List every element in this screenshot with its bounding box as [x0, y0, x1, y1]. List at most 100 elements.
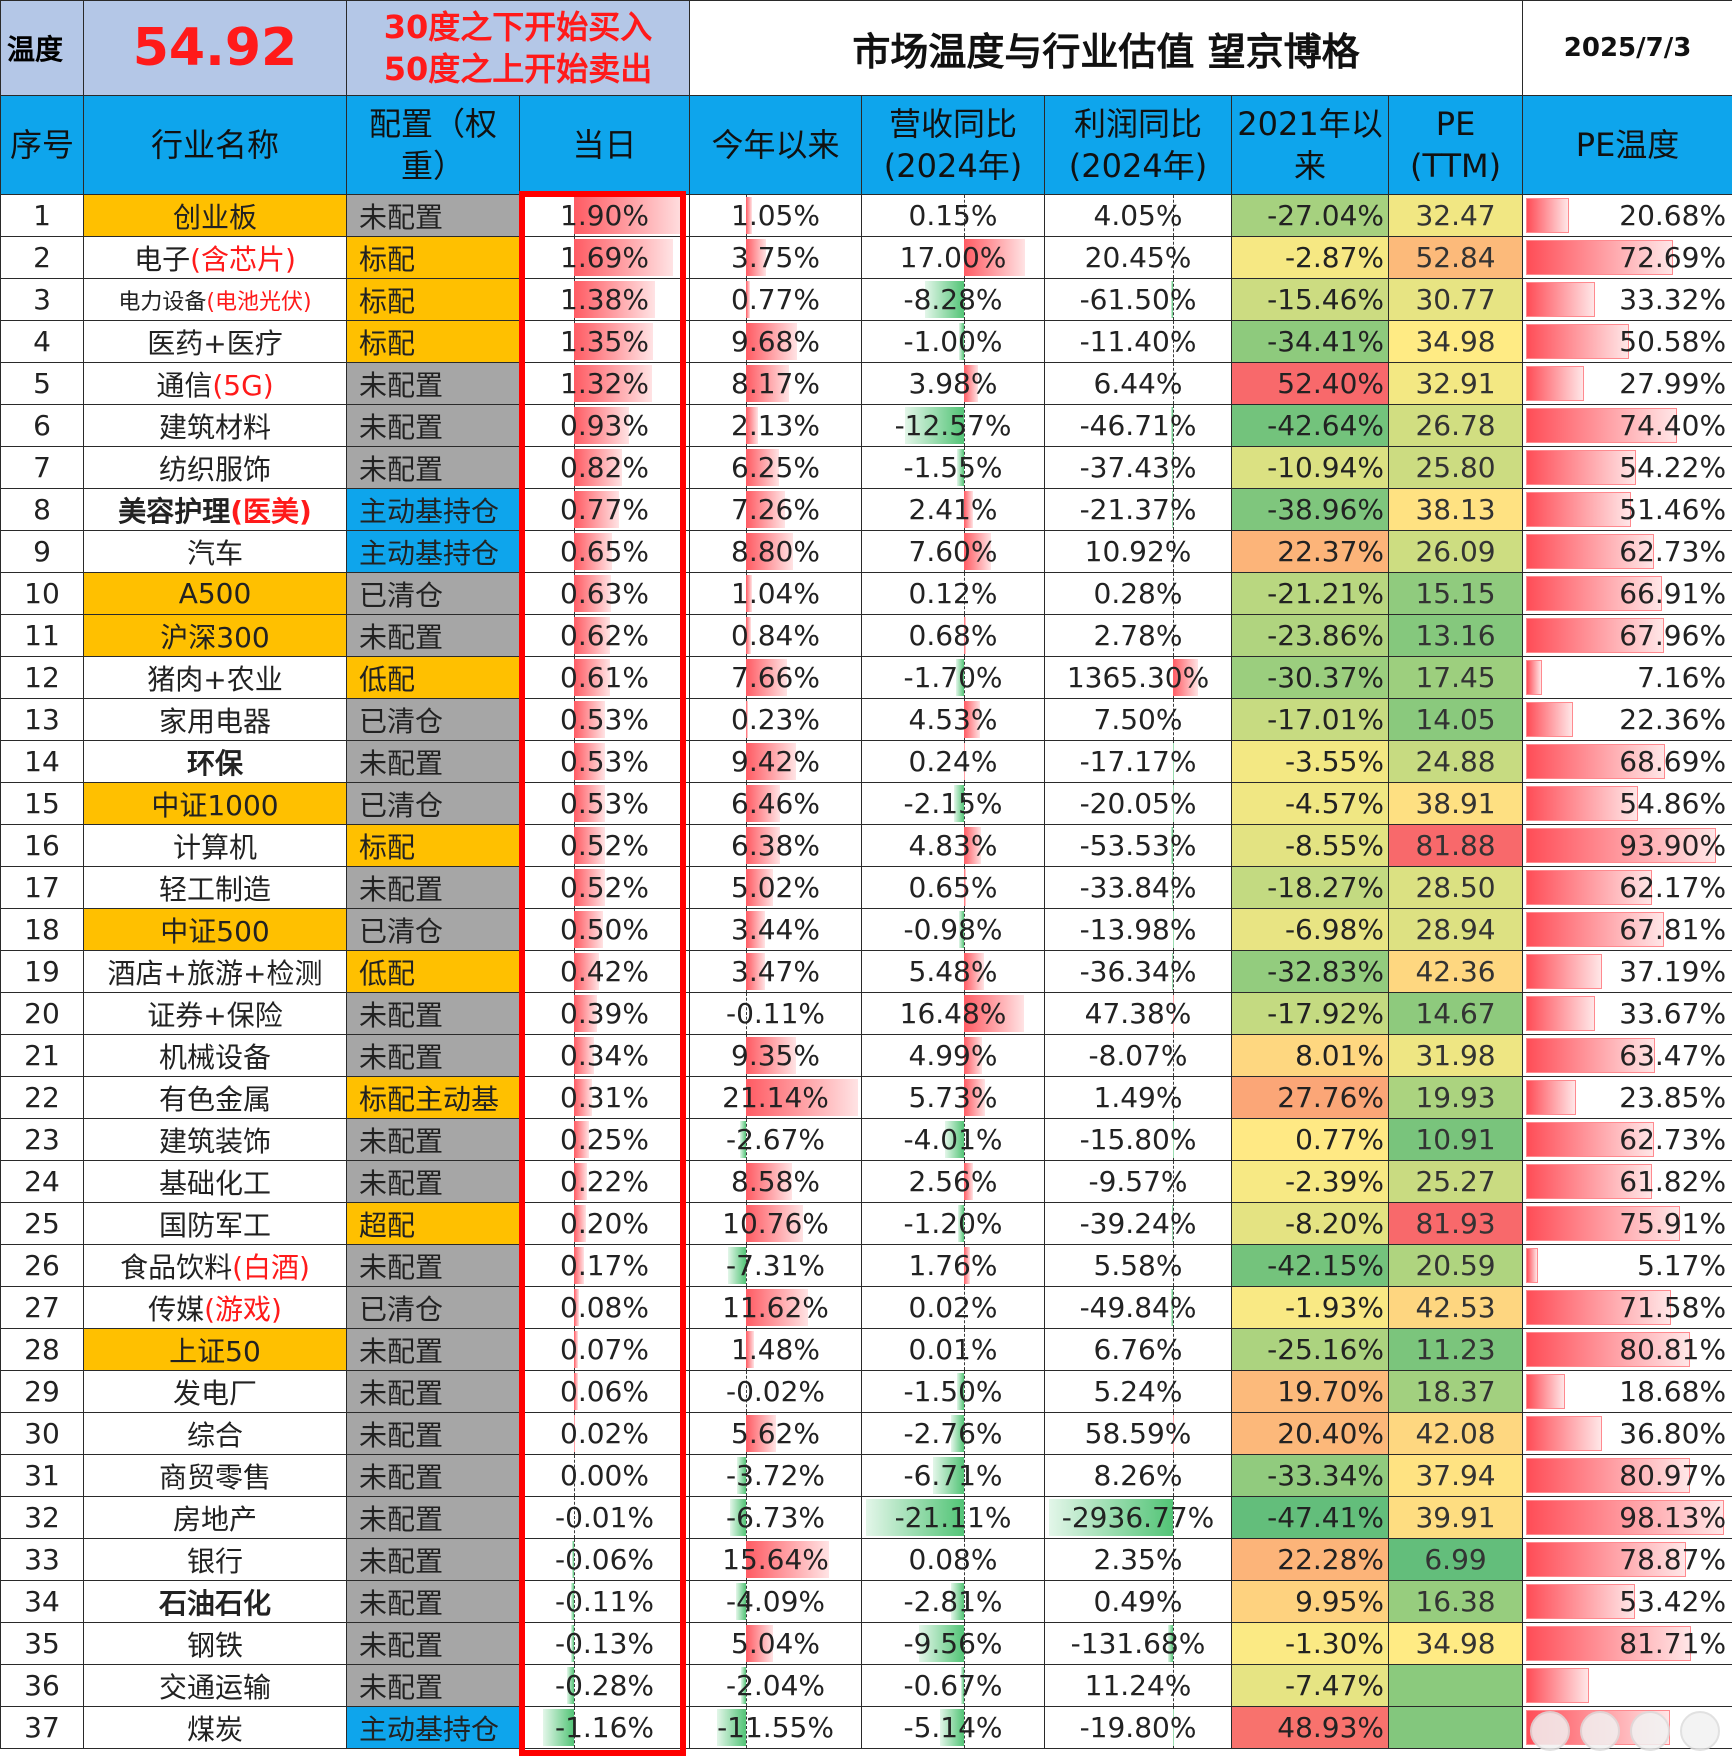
- ytd-change-text: 6.25%: [731, 451, 820, 484]
- ytd-change-text: 3.44%: [731, 913, 820, 946]
- today-change-text: 0.61%: [560, 661, 649, 694]
- profit-yoy: -8.07%: [1044, 1034, 1233, 1077]
- pe-ttm-text: 28.50: [1415, 871, 1496, 904]
- pe-temperature: 67.96%: [1522, 614, 1732, 657]
- pe-temperature-bar: [1526, 786, 1638, 821]
- negative-bar: [1167, 1625, 1174, 1662]
- industry-name: 建筑材料: [83, 404, 347, 447]
- pe-temperature: 61.82%: [1522, 1160, 1732, 1203]
- industry-subname: (电池光伏): [206, 289, 312, 315]
- pe-ttm: 39.91: [1388, 1496, 1524, 1539]
- bar-axis: [963, 1497, 965, 1538]
- table-row: 31 商贸零售 未配置 0.00% -3.72% -6.71% 8.26% -33.34% 37…: [0, 1454, 1732, 1497]
- row-number-text: 2: [33, 241, 51, 274]
- row-number-text: 33: [24, 1543, 60, 1576]
- profit-yoy: -49.84%: [1044, 1286, 1233, 1329]
- today-change-text: -0.28%: [554, 1669, 655, 1702]
- table-row: 2 电子(含芯片) 标配 1.69% 3.75% 17.00% 20.45% -2.87% 52…: [0, 236, 1732, 279]
- allocation-status-text: 未配置: [359, 1418, 444, 1452]
- pe-temperature-bar: [1526, 198, 1570, 233]
- positive-bar: [963, 1247, 971, 1284]
- industry-name-text: 中证500: [160, 914, 270, 948]
- revenue-yoy-text: 0.15%: [908, 199, 998, 232]
- ytd-change: -0.02%: [689, 1370, 863, 1413]
- allocation-status: 主动基持仓: [346, 1706, 520, 1749]
- pe-ttm-text: 26.78: [1415, 409, 1496, 442]
- pe-temperature-text: 67.96%: [1619, 619, 1727, 652]
- today-change-text: 0.02%: [560, 1417, 649, 1450]
- allocation-status: 未配置: [346, 446, 520, 489]
- allocation-status-text: 未配置: [359, 872, 444, 906]
- bar-axis: [1173, 1203, 1175, 1244]
- industry-name: A500: [83, 572, 347, 615]
- profit-yoy-text: -37.43%: [1079, 451, 1197, 484]
- bar-axis: [1173, 615, 1175, 656]
- pe-temperature: 54.22%: [1522, 446, 1732, 489]
- industry-subname: (含芯片): [190, 242, 296, 276]
- positive-bar: [574, 1205, 586, 1242]
- table-row: 21 机械设备 未配置 0.34% 9.35% 4.99% -8.07% 8.01% 31.98…: [0, 1034, 1732, 1077]
- allocation-status: 已清仓: [346, 908, 520, 951]
- pe-ttm-text: 15.15: [1415, 577, 1496, 610]
- bar-axis: [1173, 1581, 1175, 1622]
- since-2021-change: -8.55%: [1231, 824, 1390, 867]
- bar-axis: [1173, 531, 1175, 572]
- positive-bar: [746, 911, 765, 948]
- revenue-yoy: -21.11%: [861, 1496, 1046, 1539]
- positive-bar: [746, 701, 748, 738]
- pe-ttm-text: 17.45: [1415, 661, 1496, 694]
- pe-temperature-bar: [1526, 1500, 1725, 1535]
- industry-name: 食品饮料(白酒): [83, 1244, 347, 1287]
- pe-temperature: 98.13%: [1522, 1496, 1732, 1539]
- pe-temperature-text: 27.99%: [1619, 367, 1727, 400]
- pe-ttm-text: 39.91: [1415, 1501, 1496, 1534]
- revenue-yoy-text: 3.98%: [908, 367, 998, 400]
- allocation-status: 未配置: [346, 1538, 520, 1581]
- pe-temperature: 80.97%: [1522, 1454, 1732, 1497]
- row-number: 7: [0, 446, 84, 489]
- revenue-yoy: 5.73%: [861, 1076, 1046, 1119]
- bar-axis: [963, 1455, 965, 1496]
- row-number-text: 9: [33, 535, 51, 568]
- row-number: 25: [0, 1202, 84, 1245]
- profit-yoy-text: 10.92%: [1084, 535, 1192, 568]
- negative-bar: [717, 1709, 747, 1746]
- pe-temperature: 33.67%: [1522, 992, 1732, 1035]
- profit-yoy: 58.59%: [1044, 1412, 1233, 1455]
- profit-yoy: 8.26%: [1044, 1454, 1233, 1497]
- allocation-status-text: 标配: [359, 326, 416, 360]
- ytd-change-text: 0.84%: [731, 619, 820, 652]
- profit-yoy-text: -13.98%: [1079, 913, 1197, 946]
- negative-bar: [729, 1499, 747, 1536]
- pe-temperature-bar: [1526, 1080, 1576, 1115]
- row-number: 16: [0, 824, 84, 867]
- industry-name-text: A500: [178, 577, 252, 610]
- row-number: 5: [0, 362, 84, 405]
- row-number-text: 10: [24, 577, 60, 610]
- today-change: -0.11%: [518, 1580, 691, 1623]
- pe-ttm: [1388, 1664, 1524, 1707]
- ytd-change-text: 2.13%: [731, 409, 820, 442]
- allocation-status-text: 未配置: [359, 1544, 444, 1578]
- bar-axis: [1173, 699, 1175, 740]
- pe-temperature: 72.69%: [1522, 236, 1732, 279]
- industry-name-text: 煤炭: [186, 1712, 243, 1746]
- bar-axis: [1173, 951, 1175, 992]
- bar-axis: [963, 405, 965, 446]
- ytd-change-text: 0.77%: [731, 283, 820, 316]
- revenue-yoy-text: 4.99%: [908, 1039, 998, 1072]
- allocation-status-text: 未配置: [359, 998, 444, 1032]
- ytd-change: 6.38%: [689, 824, 863, 867]
- industry-subname: (医美): [230, 494, 312, 528]
- bar-axis: [963, 1287, 965, 1328]
- negative-bar: [1171, 953, 1174, 990]
- table-row: 29 发电厂 未配置 0.06% -0.02% -1.50% 5.24% 19.70% 18.3…: [0, 1370, 1732, 1413]
- positive-bar: [746, 449, 780, 486]
- industry-name-text: 猪肉+农业: [147, 662, 283, 696]
- profit-yoy: -131.68%: [1044, 1622, 1233, 1665]
- allocation-status: 未配置: [346, 404, 520, 447]
- ytd-change-text: 15.64%: [722, 1543, 829, 1576]
- positive-bar: [574, 533, 613, 570]
- profit-yoy: 0.28%: [1044, 572, 1233, 615]
- ytd-change: 9.35%: [689, 1034, 863, 1077]
